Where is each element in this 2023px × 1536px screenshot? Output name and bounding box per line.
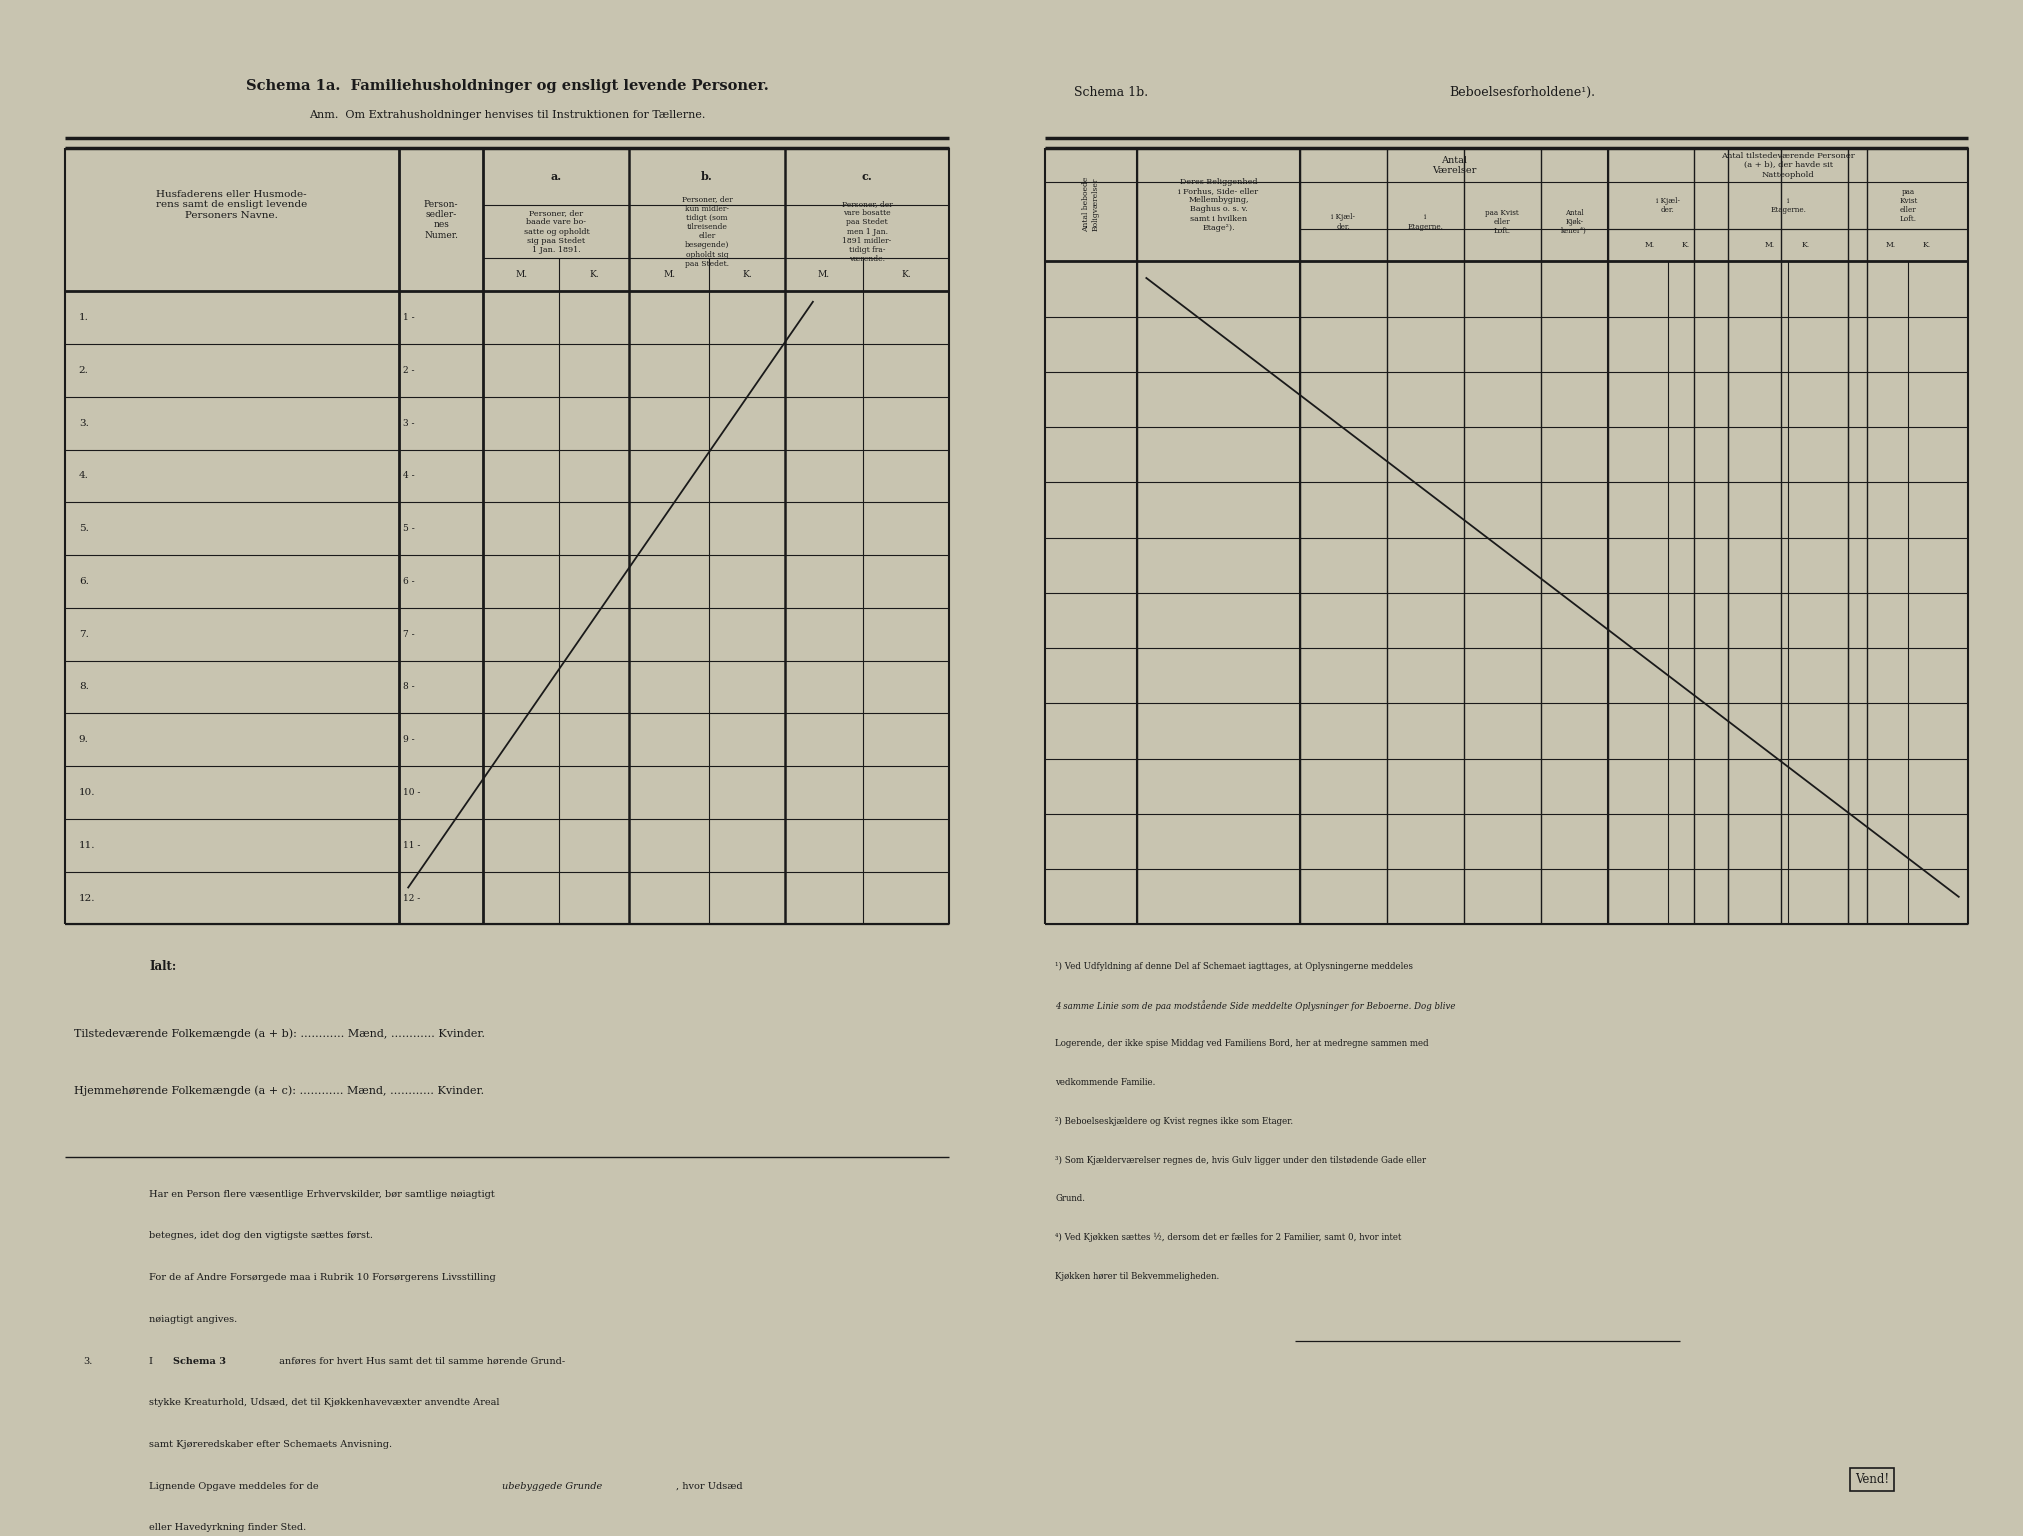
Text: Vend!: Vend!: [1855, 1473, 1887, 1487]
Text: Anm.  Om Extrahusholdninger henvises til Instruktionen for Tællerne.: Anm. Om Extrahusholdninger henvises til …: [310, 111, 704, 120]
Text: Hjemmehørende Folkemængde (a + c): ………… Mænd, ………… Kvinder.: Hjemmehørende Folkemængde (a + c): ………… …: [75, 1086, 483, 1095]
Text: Personer, der
kun midler-
tidigt (som
tilreisende
eller
besøgende)
opholdt sig
p: Personer, der kun midler- tidigt (som ti…: [682, 195, 732, 267]
Text: 12.: 12.: [79, 894, 95, 903]
Text: paa
Kvist
eller
Loft.: paa Kvist eller Loft.: [1898, 187, 1916, 223]
Text: 6.: 6.: [79, 578, 89, 585]
Text: 1 -: 1 -: [403, 313, 415, 323]
Text: Lignende Opgave meddeles for de: Lignende Opgave meddeles for de: [150, 1482, 322, 1490]
Text: 4 -: 4 -: [403, 472, 415, 481]
Text: Beboelsesforholdene¹).: Beboelsesforholdene¹).: [1448, 86, 1594, 98]
Text: Schema 3: Schema 3: [172, 1356, 227, 1366]
Text: anføres for hvert Hus samt det til samme hørende Grund-: anføres for hvert Hus samt det til samme…: [277, 1356, 564, 1366]
Text: Schema 1a.  Familiehusholdninger og ensligt levende Personer.: Schema 1a. Familiehusholdninger og ensli…: [245, 78, 769, 92]
Text: Antal
Kjøk-
kener⁴): Antal Kjøk- kener⁴): [1560, 209, 1586, 235]
Text: M.: M.: [1883, 241, 1894, 249]
Text: 2.: 2.: [79, 366, 89, 375]
Text: Deres Beliggenhed
i Forhus, Side- eller
Mellembyging,
Baghus o. s. v.
samt i hvi: Deres Beliggenhed i Forhus, Side- eller …: [1177, 178, 1258, 232]
Text: Antal
Værelser: Antal Værelser: [1430, 155, 1475, 175]
Text: 1.: 1.: [79, 313, 89, 323]
Text: a.: a.: [550, 170, 562, 181]
Text: 4.: 4.: [79, 472, 89, 481]
Text: c.: c.: [862, 170, 872, 181]
Text: 9 -: 9 -: [403, 736, 415, 745]
Text: samt Kjøreredskaber efter Schemaets Anvisning.: samt Kjøreredskaber efter Schemaets Anvi…: [150, 1439, 392, 1448]
Text: nøiagtigt angives.: nøiagtigt angives.: [150, 1315, 237, 1324]
Text: stykke Kreaturhold, Udsæd, det til Kjøkkenhavevæxter anvendte Areal: stykke Kreaturhold, Udsæd, det til Kjøkk…: [150, 1398, 500, 1407]
Text: 12 -: 12 -: [403, 894, 421, 903]
Text: Person-
sedler-
nes
Numer.: Person- sedler- nes Numer.: [423, 200, 457, 240]
Text: For de af Andre Forsørgede maa i Rubrik 10 Forsørgerens Livsstilling: For de af Andre Forsørgede maa i Rubrik …: [150, 1273, 496, 1283]
Text: 8 -: 8 -: [403, 682, 415, 691]
Text: Antal beboede
Boligværelser: Antal beboede Boligværelser: [1082, 177, 1098, 232]
Text: M.: M.: [514, 270, 526, 280]
Text: K.: K.: [1681, 241, 1689, 249]
Text: ²) Beboelseskjældere og Kvist regnes ikke som Etager.: ²) Beboelseskjældere og Kvist regnes ikk…: [1054, 1117, 1293, 1126]
Text: M.: M.: [817, 270, 829, 280]
Text: Schema 1b.: Schema 1b.: [1074, 86, 1147, 98]
Text: K.: K.: [589, 270, 599, 280]
Text: Grund.: Grund.: [1054, 1193, 1084, 1203]
Text: K.: K.: [1922, 241, 1930, 249]
Text: eller Havedyrkning finder Sted.: eller Havedyrkning finder Sted.: [150, 1524, 305, 1533]
Text: betegnes, idet dog den vigtigste sættes først.: betegnes, idet dog den vigtigste sættes …: [150, 1232, 372, 1241]
Text: 9.: 9.: [79, 736, 89, 745]
Text: 5.: 5.: [79, 524, 89, 533]
Text: 7.: 7.: [79, 630, 89, 639]
Text: i Kjæl-
der.: i Kjæl- der.: [1655, 197, 1679, 214]
Text: 7 -: 7 -: [403, 630, 415, 639]
Text: 6 -: 6 -: [403, 578, 415, 585]
Text: M.: M.: [1645, 241, 1655, 249]
Text: 3.: 3.: [79, 419, 89, 427]
Text: K.: K.: [900, 270, 910, 280]
Text: i
Etagerne.: i Etagerne.: [1406, 214, 1442, 230]
Text: ⁴) Ved Kjøkken sættes ½, dersom det er fælles for 2 Familier, samt 0, hvor intet: ⁴) Ved Kjøkken sættes ½, dersom det er f…: [1054, 1233, 1400, 1243]
Text: Har en Person flere væsentlige Erhvervskilder, bør samtlige nøiagtigt: Har en Person flere væsentlige Erhvervsk…: [150, 1190, 496, 1198]
Text: ¹) Ved Udfyldning af denne Del af Schemaet iagttages, at Oplysningerne meddeles: ¹) Ved Udfyldning af denne Del af Schema…: [1054, 962, 1412, 971]
Text: 11 -: 11 -: [403, 840, 421, 849]
Text: K.: K.: [742, 270, 751, 280]
Text: vedkommende Familie.: vedkommende Familie.: [1054, 1078, 1155, 1087]
Text: i
Etagerne.: i Etagerne.: [1770, 197, 1805, 214]
Text: Tilstedeværende Folkemængde (a + b): ………… Mænd, ………… Kvinder.: Tilstedeværende Folkemængde (a + b): …………: [75, 1029, 486, 1040]
Text: Husfaderens eller Husmode-
rens samt de ensligt levende
Personers Navne.: Husfaderens eller Husmode- rens samt de …: [156, 190, 307, 220]
Text: K.: K.: [1800, 241, 1809, 249]
Text: b.: b.: [700, 170, 712, 181]
Text: 4 samme Linie som de paa modstående Side meddelte Oplysninger for Beboerne. Dog : 4 samme Linie som de paa modstående Side…: [1054, 1000, 1455, 1011]
Text: Logerende, der ikke spise Middag ved Familiens Bord, her at medregne sammen med: Logerende, der ikke spise Middag ved Fam…: [1054, 1040, 1428, 1048]
Text: I: I: [150, 1356, 156, 1366]
Text: 10.: 10.: [79, 788, 95, 797]
Text: 8.: 8.: [79, 682, 89, 691]
Text: 5 -: 5 -: [403, 524, 415, 533]
Text: M.: M.: [664, 270, 676, 280]
Bar: [65, 147, 949, 925]
Text: 3.: 3.: [83, 1356, 93, 1366]
Text: Personer, der
baade vare bo-
satte og opholdt
sig paa Stedet
1 Jan. 1891.: Personer, der baade vare bo- satte og op…: [524, 209, 589, 253]
Text: , hvor Udsæd: , hvor Udsæd: [676, 1482, 742, 1490]
Text: ubebyggede Grunde: ubebyggede Grunde: [502, 1482, 603, 1490]
Text: paa Kvist
eller
Loft.: paa Kvist eller Loft.: [1485, 209, 1517, 235]
Text: Personer, der
vare bosatte
paa Stedet
men 1 Jan.
1891 midler-
tidigt fra-
værend: Personer, der vare bosatte paa Stedet me…: [842, 200, 892, 263]
Text: Antal tilstedeværende Personer
(a + b), der havde sit
Natteophold: Antal tilstedeværende Personer (a + b), …: [1720, 152, 1853, 178]
Text: 2 -: 2 -: [403, 366, 415, 375]
Text: Kjøkken hører til Bekvemmeligheden.: Kjøkken hører til Bekvemmeligheden.: [1054, 1272, 1218, 1281]
Text: 10 -: 10 -: [403, 788, 421, 797]
Text: 11.: 11.: [79, 840, 95, 849]
Text: ³) Som Kjælderværelser regnes de, hvis Gulv ligger under den tilstødende Gade el: ³) Som Kjælderværelser regnes de, hvis G…: [1054, 1155, 1426, 1164]
Text: 3 -: 3 -: [403, 419, 415, 427]
Text: M.: M.: [1764, 241, 1774, 249]
Text: Ialt:: Ialt:: [150, 960, 176, 972]
Text: i Kjæl-
der.: i Kjæl- der.: [1331, 214, 1355, 230]
